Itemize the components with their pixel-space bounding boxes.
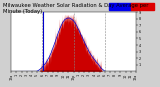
Text: Milwaukee Weather Solar Radiation & Day Average per Minute (Today): Milwaukee Weather Solar Radiation & Day …	[3, 3, 149, 14]
Bar	[109, 3, 131, 10]
Bar	[131, 3, 154, 10]
